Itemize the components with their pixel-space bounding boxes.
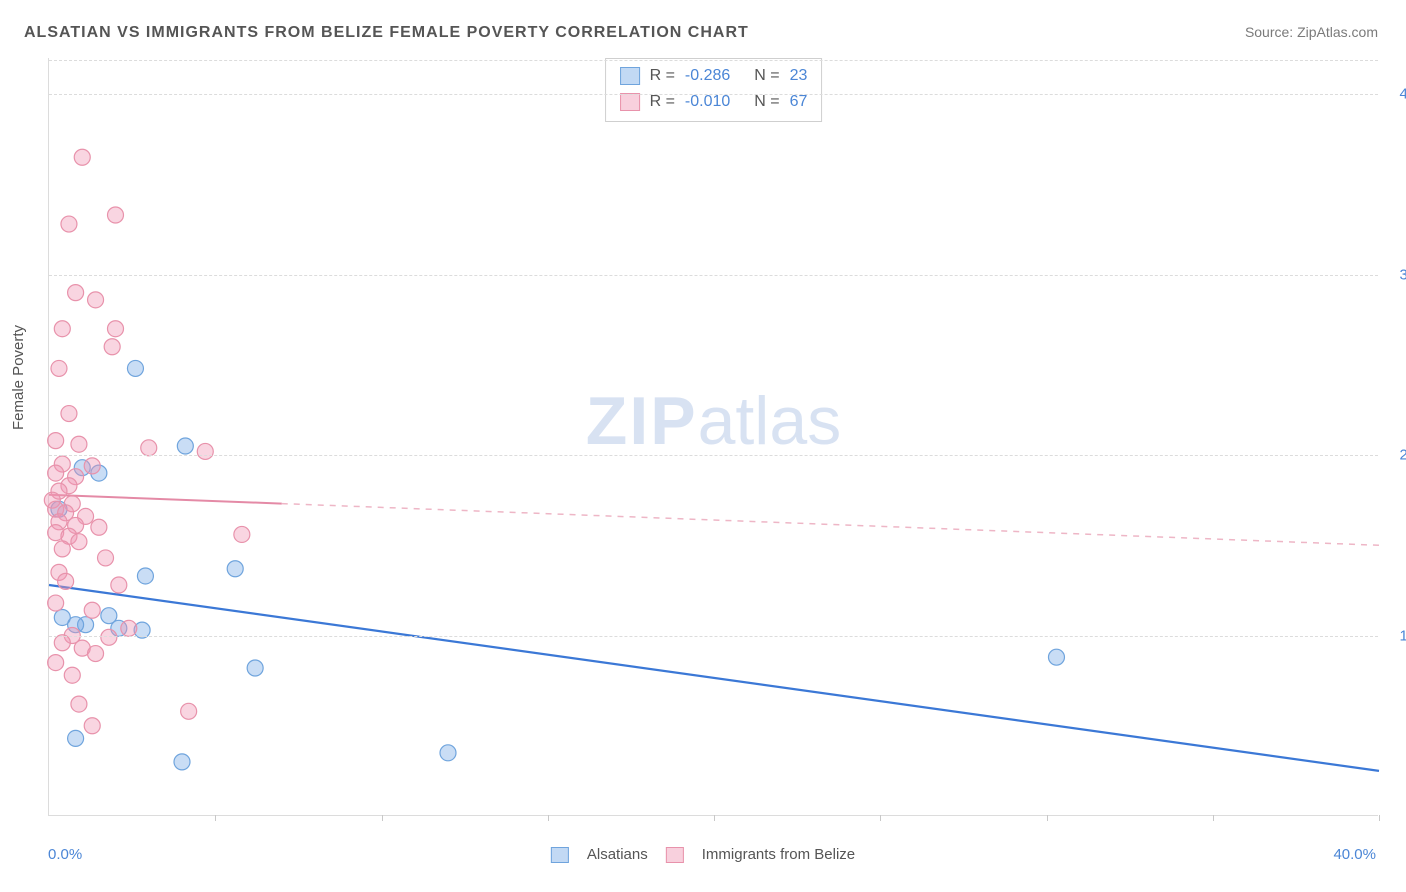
point-pink (71, 696, 87, 712)
point-pink (71, 436, 87, 452)
y-tick-label: 20.0% (1399, 447, 1406, 464)
point-pink (48, 655, 64, 671)
x-tick (714, 815, 715, 821)
trendline-pink (49, 495, 282, 504)
point-pink (68, 285, 84, 301)
point-pink (54, 321, 70, 337)
x-tick (215, 815, 216, 821)
x-tick (1047, 815, 1048, 821)
y-tick-label: 10.0% (1399, 627, 1406, 644)
point-blue (177, 438, 193, 454)
point-blue (1048, 649, 1064, 665)
point-pink (141, 440, 157, 456)
plot-area: ZIPatlas R =-0.286N =23R =-0.010N =67 10… (48, 58, 1378, 816)
point-pink (84, 718, 100, 734)
x-tick (880, 815, 881, 821)
point-pink (64, 667, 80, 683)
legend-label: Alsatians (587, 846, 648, 863)
x-axis-max-label: 40.0% (1333, 846, 1376, 863)
x-axis-min-label: 0.0% (48, 846, 82, 863)
trendline-pink-dashed (282, 504, 1379, 546)
gridline (49, 455, 1378, 456)
point-pink (111, 577, 127, 593)
point-pink (88, 646, 104, 662)
point-blue (68, 730, 84, 746)
point-pink (58, 573, 74, 589)
point-blue (440, 745, 456, 761)
point-pink (181, 703, 197, 719)
point-blue (137, 568, 153, 584)
point-pink (84, 602, 100, 618)
source-attribution: Source: ZipAtlas.com (1245, 24, 1378, 40)
point-pink (51, 360, 67, 376)
point-pink (71, 534, 87, 550)
y-tick-label: 30.0% (1399, 266, 1406, 283)
point-pink (91, 519, 107, 535)
legend-swatch-pink (666, 847, 684, 863)
point-blue (247, 660, 263, 676)
point-pink (121, 620, 137, 636)
x-tick (382, 815, 383, 821)
x-tick (1379, 815, 1380, 821)
legend-label: Immigrants from Belize (702, 846, 855, 863)
point-pink (74, 149, 90, 165)
point-pink (48, 465, 64, 481)
point-pink (54, 635, 70, 651)
trendline-blue (49, 585, 1379, 771)
point-pink (98, 550, 114, 566)
source-label: Source: (1245, 24, 1297, 40)
chart-title: ALSATIAN VS IMMIGRANTS FROM BELIZE FEMAL… (24, 24, 749, 42)
point-blue (127, 360, 143, 376)
point-pink (48, 433, 64, 449)
legend-swatch-blue (551, 847, 569, 863)
gridline (49, 275, 1378, 276)
point-pink (101, 629, 117, 645)
point-pink (61, 216, 77, 232)
point-pink (234, 526, 250, 542)
point-blue (227, 561, 243, 577)
bottom-legend: Alsatians Immigrants from Belize (551, 846, 855, 863)
x-tick (1213, 815, 1214, 821)
point-pink (108, 321, 124, 337)
point-pink (54, 541, 70, 557)
point-pink (84, 458, 100, 474)
gridline (49, 94, 1378, 95)
point-pink (108, 207, 124, 223)
y-axis-label: Female Poverty (10, 325, 27, 430)
y-tick-label: 40.0% (1399, 86, 1406, 103)
point-pink (48, 595, 64, 611)
x-tick (548, 815, 549, 821)
gridline (49, 636, 1378, 637)
gridline (49, 60, 1378, 61)
point-pink (61, 406, 77, 422)
source-value: ZipAtlas.com (1297, 24, 1378, 40)
plot-svg (49, 58, 1378, 815)
point-pink (104, 339, 120, 355)
point-blue (174, 754, 190, 770)
point-pink (88, 292, 104, 308)
point-pink (197, 443, 213, 459)
